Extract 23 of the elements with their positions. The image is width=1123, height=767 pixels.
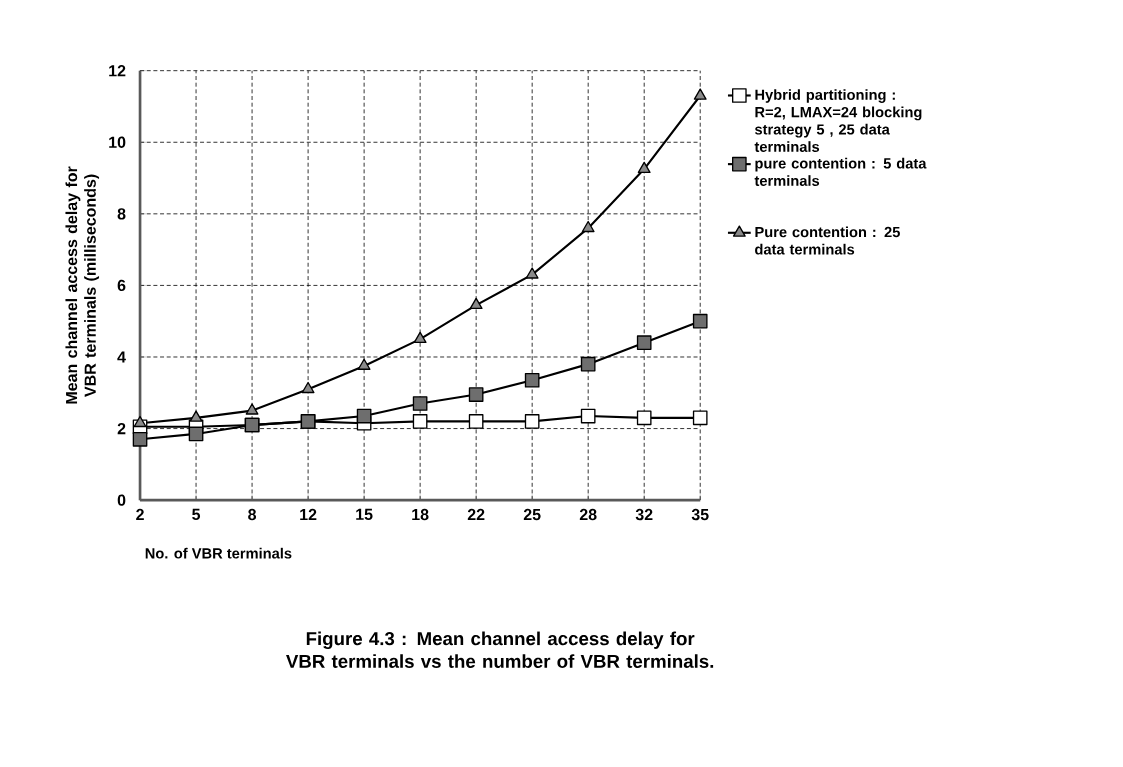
y-tick-label: 8: [117, 208, 126, 220]
x-tick-label: 35: [691, 508, 709, 521]
x-tick-label: 22: [467, 508, 485, 521]
y-tick-label: 6: [117, 279, 126, 292]
x-tick-label: 2: [136, 508, 144, 521]
y-tick-label: 2: [117, 423, 126, 435]
caption: Figure 4.3 : Mean channel access delay for VBR terminals vs the number of VBR terminals.: [286, 631, 714, 668]
y-axis-title: Mean channel access delay for VBR terminals (milliseconds): [65, 166, 100, 404]
x-tick-label: 5: [192, 508, 201, 521]
y-tick-label: 12: [109, 65, 126, 77]
x-tick-label: 15: [356, 508, 373, 521]
x-tick-label: 32: [635, 508, 653, 521]
y-tick-label: 0: [117, 494, 126, 506]
y-tick-label: 10: [109, 136, 126, 148]
x-tick-label: 12: [300, 508, 317, 521]
x-axis-title: No. of VBR terminals: [145, 547, 292, 559]
x-tick-label: 25: [523, 508, 541, 521]
x-tick-label: 18: [412, 508, 429, 521]
legend-label: pure contention : 5 data terminals: [754, 157, 927, 186]
x-tick-label: 28: [579, 508, 597, 521]
legend-label: Pure contention : 25 data terminals: [755, 226, 900, 255]
x-tick-label: 8: [248, 508, 257, 521]
y-tick-label: 4: [117, 351, 126, 363]
